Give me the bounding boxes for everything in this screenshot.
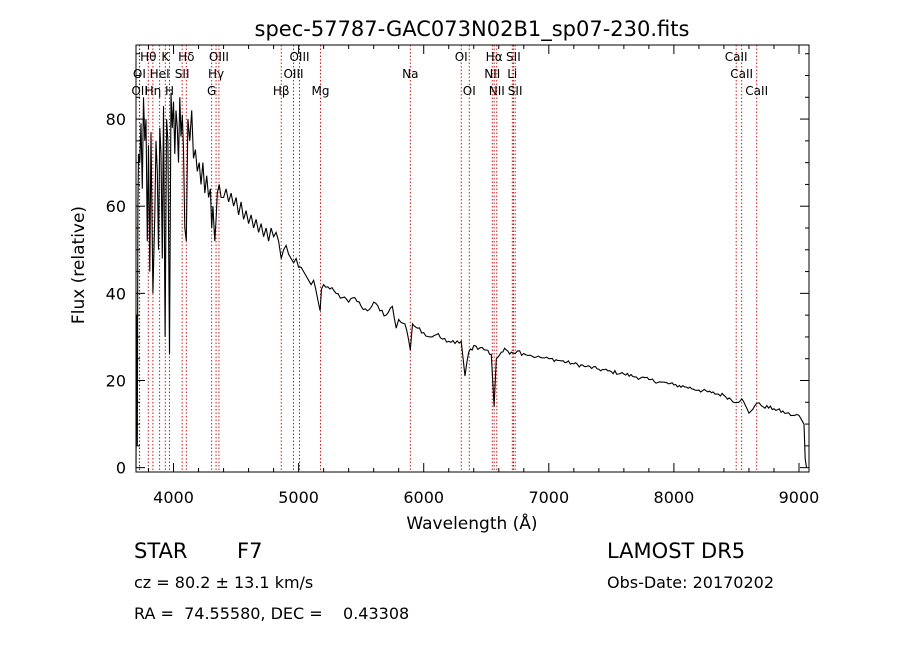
x-tick-label: 8000 bbox=[654, 488, 695, 507]
x-tick-label: 4000 bbox=[153, 488, 194, 507]
spectral-line-label: G bbox=[207, 84, 216, 98]
y-tick-label: 60 bbox=[106, 197, 126, 216]
spectral-line-label: K bbox=[161, 50, 170, 64]
spectral-line-label: OI bbox=[463, 84, 476, 98]
spectral-line-label: NII bbox=[484, 67, 500, 81]
spectral-line-label: Hβ bbox=[273, 84, 290, 98]
x-axis-ticks: 4000 5000 6000 7000 8000 9000 bbox=[148, 45, 820, 507]
y-tick-label: 40 bbox=[106, 284, 126, 303]
spectrum-line bbox=[135, 92, 808, 468]
survey-name: LAMOST DR5 bbox=[607, 539, 746, 563]
spectral-line-label: SII bbox=[175, 67, 190, 81]
spectral-line-label: Hη bbox=[145, 84, 162, 98]
spectral-line-label: Hδ bbox=[178, 50, 194, 64]
spectral-line-label: Hα bbox=[486, 50, 503, 64]
object-class: STAR bbox=[134, 539, 188, 563]
spectral-line-label: Mg bbox=[312, 84, 330, 98]
spectral-line-label: OIII bbox=[283, 67, 303, 81]
object-subclass: F7 bbox=[237, 539, 263, 563]
x-axis-label: Wavelength (Å) bbox=[406, 512, 537, 534]
spectral-line-label: OIII bbox=[209, 50, 229, 64]
spectral-line-label: OII bbox=[131, 84, 148, 98]
y-tick-label: 0 bbox=[116, 459, 126, 478]
y-axis-label: Flux (relative) bbox=[69, 206, 89, 324]
x-tick-label: 5000 bbox=[278, 488, 319, 507]
chart-title: spec-57787-GAC073N02B1_sp07-230.fits bbox=[255, 17, 690, 42]
x-tick-label: 7000 bbox=[528, 488, 569, 507]
obs-date: Obs-Date: 20170202 bbox=[607, 573, 775, 592]
spectral-line-label: CaII bbox=[730, 67, 753, 81]
spectral-line-label: H bbox=[165, 84, 174, 98]
spectral-line-label: Hθ bbox=[140, 50, 156, 64]
spectral-line-label: SII bbox=[508, 84, 523, 98]
spectral-line-label: OI bbox=[133, 67, 146, 81]
plot-frame bbox=[135, 44, 810, 473]
spectral-line-label: CaII bbox=[745, 84, 768, 98]
spectral-line-label: Na bbox=[402, 67, 418, 81]
y-tick-label: 80 bbox=[106, 110, 126, 129]
spectral-line-label: OI bbox=[455, 50, 468, 64]
spectral-line-label: Hγ bbox=[208, 67, 224, 81]
coordinates: RA = 74.55580, DEC = 0.43308 bbox=[134, 604, 410, 623]
redshift-value: cz = 80.2 ± 13.1 km/s bbox=[134, 573, 314, 592]
y-tick-label: 20 bbox=[106, 372, 126, 391]
spectral-line-label: HeI bbox=[150, 67, 170, 81]
spectral-line-markers bbox=[138, 45, 758, 472]
spectral-line-label: NII bbox=[489, 84, 505, 98]
spectral-line-label: CaII bbox=[725, 50, 748, 64]
x-tick-label: 9000 bbox=[779, 488, 820, 507]
spectral-line-label: SII bbox=[506, 50, 521, 64]
y-axis-ticks: 0 20 40 60 80 bbox=[106, 53, 809, 478]
spectral-line-label: OIII bbox=[289, 50, 309, 64]
x-tick-label: 6000 bbox=[403, 488, 444, 507]
spectral-line-label: Li bbox=[507, 67, 517, 81]
